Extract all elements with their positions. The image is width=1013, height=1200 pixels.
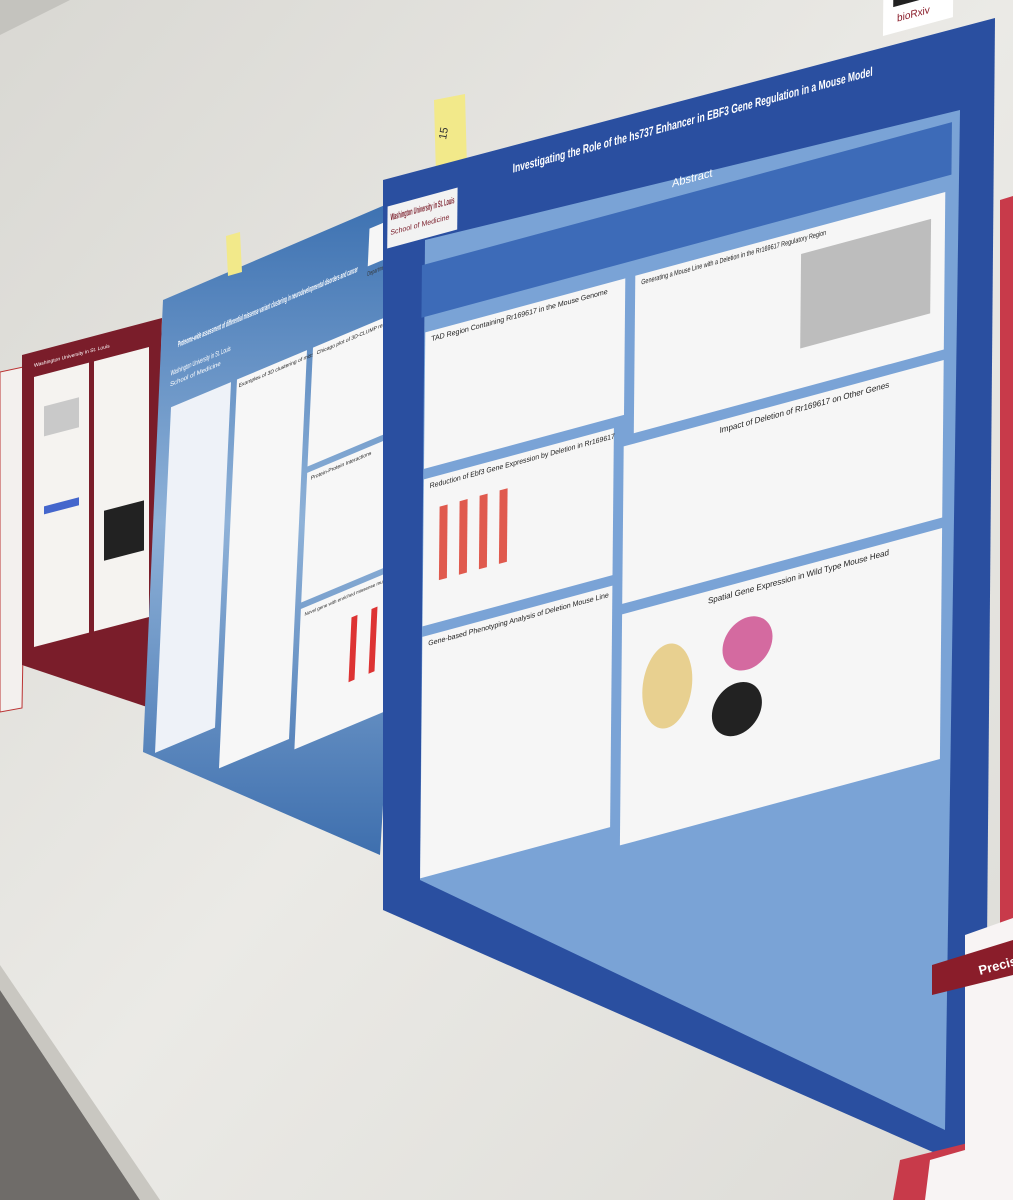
- panel: [307, 309, 403, 467]
- bar-figure: [458, 499, 468, 575]
- far-left-poster: [0, 365, 29, 713]
- panel: [94, 347, 149, 632]
- right-poster-panel: [925, 918, 1013, 1200]
- sticky-note: [434, 94, 467, 176]
- bar-figure: [368, 606, 378, 674]
- bar-figure: [348, 614, 358, 683]
- figure: [711, 681, 762, 737]
- baseboard: [0, 965, 160, 1200]
- bar-figure: [438, 504, 448, 581]
- right-poster-heading-bar: [932, 940, 1013, 995]
- sticky-note-label: 15: [437, 126, 451, 140]
- bar-figure: [498, 488, 508, 564]
- figure: [642, 643, 693, 729]
- abstract-body: [421, 122, 952, 318]
- panel: [154, 382, 231, 753]
- main-poster-content: Washington University in St. Louis Schoo…: [387, 0, 954, 879]
- panel: [622, 360, 944, 604]
- bar-figure: [478, 493, 488, 570]
- panel: [218, 350, 307, 769]
- figure: [44, 397, 79, 437]
- figure: [800, 218, 932, 349]
- ceiling: [0, 0, 70, 35]
- panel: [619, 528, 943, 846]
- panel: [294, 571, 391, 750]
- table: [104, 500, 144, 561]
- panel: [420, 585, 613, 879]
- panel: [423, 278, 626, 469]
- panel: [301, 435, 398, 603]
- logo-box: [387, 187, 458, 249]
- figure: [722, 616, 773, 671]
- qr-code: [882, 0, 954, 37]
- sticky-note: [226, 232, 242, 276]
- figure: [44, 497, 79, 515]
- panel: [422, 428, 614, 627]
